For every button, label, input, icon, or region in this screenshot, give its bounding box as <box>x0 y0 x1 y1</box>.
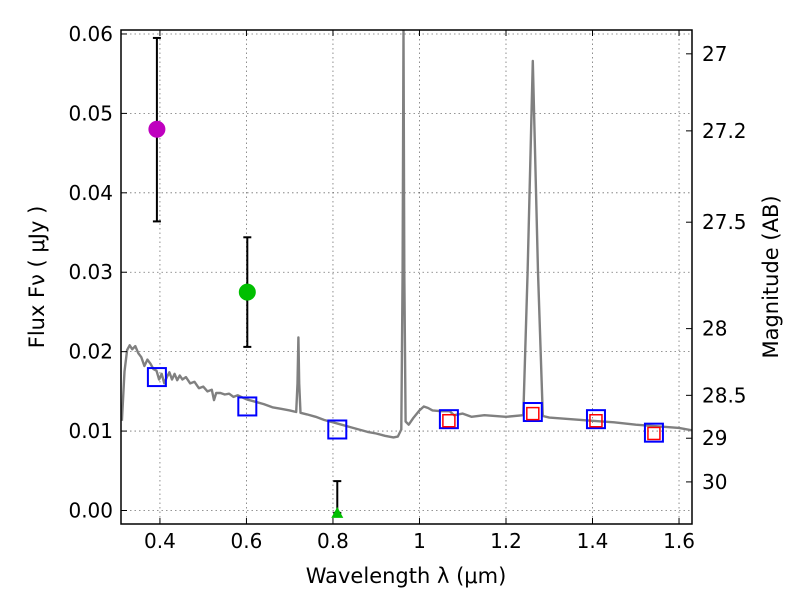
y2-tick-label: 30 <box>702 470 727 494</box>
x-tick-label: 0.4 <box>144 529 176 553</box>
y-tick-label: 0.01 <box>68 419 113 443</box>
y2-tick-label: 27.2 <box>702 119 747 143</box>
x-tick-label: 1.6 <box>663 529 695 553</box>
model-flux-square <box>237 396 258 417</box>
y-axis: 0.00 0.01 0.02 0.03 0.04 0.05 0.06 <box>68 22 127 522</box>
y2-tick-label: 29 <box>702 426 727 450</box>
x-tick-label: 0.8 <box>317 529 349 553</box>
spectrum-line <box>121 30 692 439</box>
observed-flux-square <box>526 406 540 421</box>
model-flux-square <box>438 409 459 430</box>
observed-flux-square <box>442 414 456 428</box>
model-flux-square <box>327 419 348 440</box>
right-magnitude-axis: 27 27.2 27.5 28 28.5 29 30 <box>686 42 747 494</box>
x-axis: 0.4 0.6 0.8 1 1.2 1.4 1.6 <box>144 30 695 553</box>
y2-axis-label: Magnitude (AB) <box>759 195 783 358</box>
y2-tick-label: 27.5 <box>702 210 747 234</box>
plot-area <box>121 30 692 518</box>
photometry-point <box>238 283 256 301</box>
y-tick-label: 0.06 <box>68 22 113 46</box>
axes-frame <box>120 29 693 525</box>
y-tick-label: 0.05 <box>68 101 113 125</box>
y2-tick-label: 28 <box>702 317 727 341</box>
x-axis-label: Wavelength λ (μm) <box>306 564 507 588</box>
model-flux-square <box>643 422 664 443</box>
y-axis-label: Flux Fν ( μJy ) <box>25 206 49 349</box>
x-tick-label: 0.6 <box>231 529 263 553</box>
observed-flux-square <box>589 414 603 428</box>
model-flux-square <box>146 367 167 388</box>
model-flux-square <box>522 402 543 423</box>
y-tick-label: 0.02 <box>68 340 113 364</box>
grid-lines <box>121 30 692 524</box>
y-tick-label: 0.03 <box>68 260 113 284</box>
y2-tick-label: 27 <box>702 42 727 66</box>
x-tick-label: 1 <box>413 529 426 553</box>
x-tick-label: 1.2 <box>490 529 522 553</box>
photometry-point <box>148 120 166 138</box>
observed-flux-square <box>647 426 661 441</box>
y2-tick-label: 28.5 <box>702 383 747 407</box>
y-tick-label: 0.04 <box>68 181 113 205</box>
x-tick-label: 1.4 <box>577 529 609 553</box>
y-tick-label: 0.00 <box>68 498 113 522</box>
model-flux-square <box>585 409 606 430</box>
upper-limit-marker <box>331 506 344 518</box>
